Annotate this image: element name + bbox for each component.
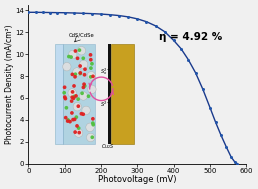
Circle shape — [73, 102, 82, 111]
Circle shape — [91, 123, 95, 127]
Circle shape — [86, 123, 94, 132]
Circle shape — [80, 91, 84, 95]
Circle shape — [68, 120, 72, 123]
Circle shape — [79, 92, 87, 100]
Circle shape — [74, 94, 78, 98]
Circle shape — [74, 49, 77, 53]
Circle shape — [88, 85, 96, 94]
Circle shape — [76, 97, 80, 101]
Circle shape — [64, 116, 68, 119]
Circle shape — [79, 112, 83, 116]
Circle shape — [89, 58, 93, 62]
Circle shape — [63, 95, 67, 99]
Circle shape — [73, 118, 77, 121]
Circle shape — [62, 91, 66, 95]
Y-axis label: Photocurrent Density (mA/cm²): Photocurrent Density (mA/cm²) — [5, 24, 14, 144]
Bar — [55, 44, 63, 144]
Circle shape — [90, 135, 94, 139]
Circle shape — [69, 50, 77, 59]
Circle shape — [78, 64, 82, 68]
Circle shape — [63, 85, 67, 89]
Circle shape — [72, 84, 76, 88]
Circle shape — [82, 85, 85, 89]
Bar — [108, 44, 111, 144]
Circle shape — [66, 118, 70, 122]
Circle shape — [70, 99, 74, 103]
Circle shape — [77, 46, 86, 55]
Circle shape — [70, 111, 74, 115]
Circle shape — [69, 55, 73, 59]
Circle shape — [86, 133, 95, 142]
Circle shape — [75, 115, 78, 119]
Circle shape — [90, 62, 94, 66]
Circle shape — [72, 96, 75, 100]
Text: CdS/CdSe: CdS/CdSe — [69, 32, 94, 37]
Circle shape — [73, 75, 77, 79]
Circle shape — [83, 73, 86, 77]
Circle shape — [91, 74, 95, 78]
Circle shape — [89, 75, 93, 79]
Circle shape — [82, 56, 85, 60]
Circle shape — [68, 89, 76, 97]
X-axis label: Photovoltage (mV): Photovoltage (mV) — [98, 175, 177, 184]
Text: $S_x^{2-}$: $S_x^{2-}$ — [100, 67, 111, 77]
Circle shape — [63, 97, 67, 101]
Circle shape — [83, 67, 87, 71]
Circle shape — [78, 48, 81, 52]
Text: $Cu_2S$: $Cu_2S$ — [101, 143, 115, 152]
Circle shape — [63, 63, 71, 71]
Circle shape — [89, 53, 92, 57]
Circle shape — [78, 71, 82, 75]
Bar — [110, 44, 134, 144]
Circle shape — [75, 124, 79, 128]
Circle shape — [70, 95, 74, 99]
Bar — [63, 44, 95, 144]
Circle shape — [66, 119, 69, 123]
Circle shape — [71, 118, 75, 122]
Text: $S^{2-}$: $S^{2-}$ — [100, 99, 111, 109]
Circle shape — [91, 121, 95, 125]
Circle shape — [73, 130, 77, 134]
Circle shape — [76, 104, 80, 108]
Circle shape — [77, 131, 81, 134]
Circle shape — [67, 55, 71, 58]
Circle shape — [79, 60, 88, 69]
Circle shape — [82, 82, 86, 86]
Circle shape — [71, 90, 74, 94]
Circle shape — [76, 56, 79, 60]
Circle shape — [78, 72, 82, 75]
Circle shape — [82, 106, 90, 115]
Circle shape — [77, 126, 80, 130]
Circle shape — [74, 72, 77, 76]
Circle shape — [83, 84, 87, 88]
Circle shape — [73, 68, 81, 76]
Circle shape — [89, 66, 93, 70]
Circle shape — [75, 129, 83, 137]
Circle shape — [81, 112, 85, 116]
Circle shape — [87, 94, 90, 98]
Circle shape — [72, 94, 76, 98]
Circle shape — [70, 73, 74, 76]
Circle shape — [64, 106, 68, 110]
Circle shape — [87, 72, 95, 80]
Text: η = 4.92 %: η = 4.92 % — [159, 32, 222, 42]
Circle shape — [91, 117, 95, 121]
